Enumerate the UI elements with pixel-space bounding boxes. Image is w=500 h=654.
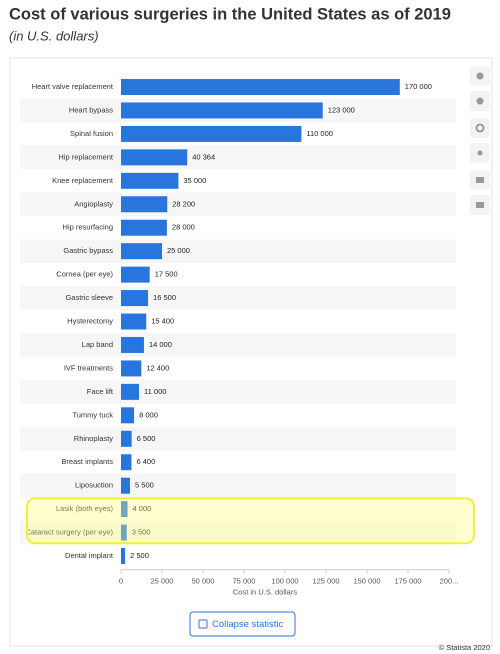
- category-label: Tummy tuck: [72, 410, 113, 419]
- icon-glyph: [476, 97, 484, 105]
- bar: [121, 290, 149, 307]
- bar: [121, 524, 127, 541]
- icon-glyph: [475, 123, 485, 133]
- category-label: IVF treatments: [64, 363, 113, 372]
- value-label: 4 000: [133, 504, 152, 513]
- value-label: 14 000: [149, 340, 172, 349]
- row-stripe: [20, 520, 456, 545]
- category-label: Cataract surgery (per eye): [25, 528, 113, 537]
- chart-subtitle: (in U.S. dollars): [9, 28, 99, 43]
- category-label: Hip resurfacing: [63, 223, 113, 232]
- bar: [121, 430, 132, 447]
- x-tick-label: 175 000: [394, 577, 421, 586]
- value-label: 11 000: [144, 387, 166, 396]
- x-tick-label: 150 000: [353, 577, 380, 586]
- button-icon: [198, 619, 208, 629]
- category-label: Liposuction: [75, 481, 113, 490]
- row-stripe: [20, 380, 456, 404]
- value-label: 12 400: [146, 363, 169, 372]
- value-label: 28 000: [172, 223, 195, 232]
- bar: [121, 125, 302, 142]
- credit: © Statista 2020: [439, 643, 490, 652]
- bar: [121, 243, 162, 260]
- value-label: 40 364: [192, 152, 215, 161]
- icon-glyph: [476, 202, 484, 208]
- settings-icon[interactable]: [470, 118, 490, 138]
- category-label: Heart valve replacement: [32, 82, 114, 91]
- value-label: 6 400: [136, 457, 155, 466]
- x-tick-label: 25 000: [151, 577, 174, 586]
- value-label: 28 200: [172, 199, 195, 208]
- category-label: Gastric sleeve: [65, 293, 113, 302]
- x-tick-label: 125 000: [312, 577, 339, 586]
- bar: [121, 383, 140, 400]
- category-label: Spinal fusion: [70, 129, 113, 138]
- bar: [121, 196, 168, 213]
- x-tick-label: 50 000: [192, 577, 215, 586]
- value-label: 35 000: [183, 176, 206, 185]
- bar: [121, 102, 323, 119]
- highlight: [26, 497, 475, 545]
- category-label: Face lift: [87, 387, 114, 396]
- bar: [121, 336, 144, 353]
- value-label: 16 500: [153, 293, 176, 302]
- value-label: 15 400: [151, 317, 174, 326]
- bar: [121, 266, 150, 283]
- category-label: Lasik (both eyes): [56, 504, 114, 513]
- bar: [121, 219, 167, 236]
- bar: [121, 501, 128, 518]
- bar: [121, 313, 147, 330]
- category-label: Gastric bypass: [63, 246, 113, 255]
- category-label: Dental implant: [65, 551, 114, 560]
- value-label: 5 500: [135, 481, 154, 490]
- collapse-button[interactable]: [189, 611, 296, 637]
- value-label: 2 500: [130, 551, 149, 560]
- x-tick-label: 200...: [440, 577, 459, 586]
- value-label: 25 000: [167, 246, 190, 255]
- category-label: Rhinoplasty: [74, 434, 113, 443]
- value-label: 123 000: [328, 105, 355, 114]
- x-tick-label: 100 000: [271, 577, 298, 586]
- category-label: Breast implants: [61, 457, 113, 466]
- x-axis-title: Cost in U.S. dollars: [233, 588, 297, 597]
- value-label: 6 500: [137, 434, 156, 443]
- icon-glyph: [476, 72, 484, 80]
- x-tick-label: 0: [119, 577, 123, 586]
- chart-title: Cost of various surgeries in the United …: [9, 5, 451, 23]
- value-label: 3 500: [132, 528, 151, 537]
- value-label: 170 000: [405, 82, 432, 91]
- icon-glyph: [477, 150, 483, 156]
- category-label: Knee replacement: [52, 176, 114, 185]
- category-label: Lap band: [82, 340, 113, 349]
- icon-glyph: [476, 177, 484, 183]
- bar: [121, 548, 126, 565]
- category-label: Angioplasty: [74, 199, 113, 208]
- x-tick-label: 75 000: [233, 577, 256, 586]
- category-label: Cornea (per eye): [56, 270, 113, 279]
- bar: [121, 360, 142, 377]
- bar: [121, 149, 188, 166]
- plot-area: Heart valve replacement 170 000 Heart bypa…: [20, 79, 475, 597]
- value-label: 17 500: [155, 270, 178, 279]
- category-label: Hysterectomy: [67, 317, 113, 326]
- sidebar: [470, 66, 490, 215]
- bar: [121, 407, 135, 424]
- value-label: 110 000: [306, 129, 333, 138]
- value-label: 8 000: [139, 410, 158, 419]
- button-label[interactable]: Collapse statistic: [212, 619, 284, 630]
- category-label: Heart bypass: [69, 105, 113, 114]
- bar: [121, 454, 132, 471]
- category-label: Hip replacement: [58, 152, 114, 161]
- bar: [121, 79, 400, 96]
- bar: [121, 172, 179, 189]
- bar: [121, 477, 131, 494]
